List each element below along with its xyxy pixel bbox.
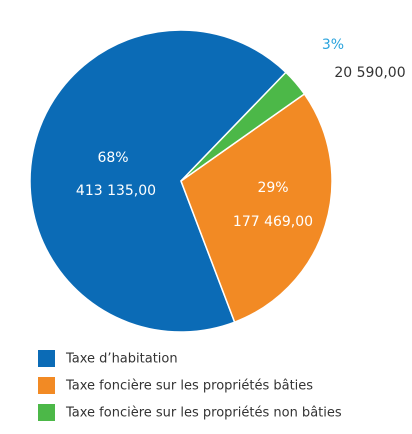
legend-label: Taxe foncière sur les propriétés non bât…: [65, 406, 342, 421]
amount-label: 177 469,00: [233, 214, 313, 230]
pie-slice: [180, 71, 306, 182]
pie-slice: [180, 92, 333, 324]
percent-label: 29%: [257, 180, 288, 196]
legend-swatch: [38, 377, 55, 394]
pie-slice: [29, 29, 287, 333]
percent-label: 68%: [97, 150, 128, 166]
legend-swatch: [38, 350, 55, 367]
amount-label: 413 135,00: [76, 183, 156, 199]
amount-label: 20 590,00: [334, 65, 405, 81]
legend-label: Taxe foncière sur les propriétés bâties: [65, 379, 313, 394]
legend-label: Taxe d’habitation: [65, 352, 178, 367]
legend-swatch: [38, 404, 55, 421]
percent-label: 3%: [322, 37, 344, 53]
